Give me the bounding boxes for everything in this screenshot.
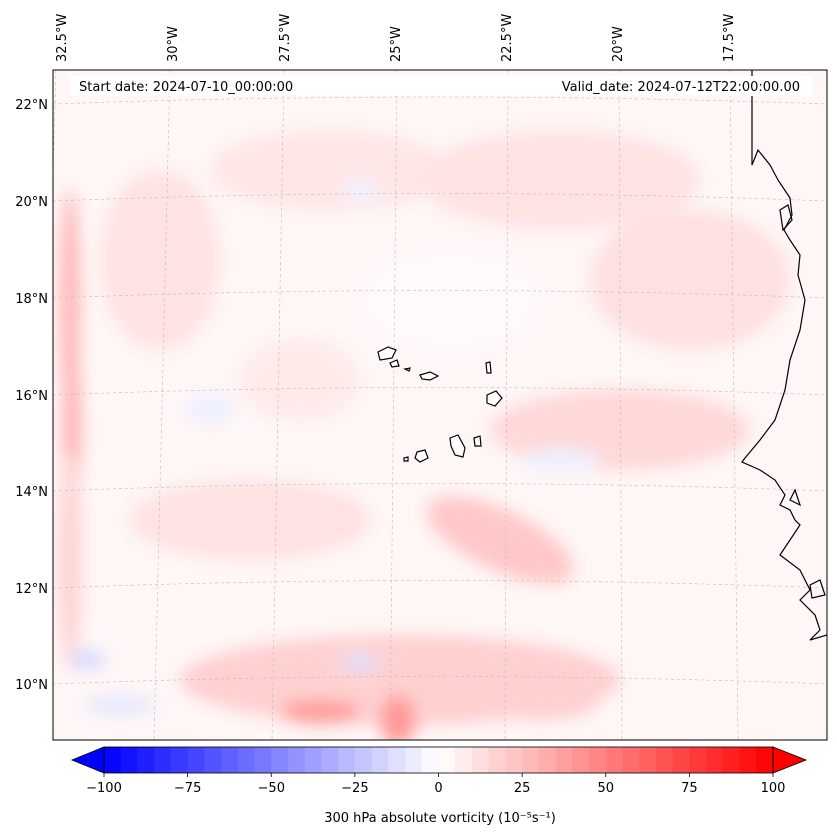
colorbar-segment bbox=[622, 747, 640, 773]
info-bar: Start date: 2024-07-10_00:00:00 Valid_da… bbox=[70, 76, 812, 96]
colorbar-segment bbox=[321, 747, 339, 773]
colorbar-segment bbox=[756, 747, 774, 773]
colorbar-tick-label: 100 bbox=[761, 781, 786, 796]
colorbar-segment bbox=[170, 747, 189, 773]
lon-label: 22.5°W bbox=[500, 14, 515, 62]
lat-label: 14°N bbox=[15, 485, 48, 500]
colorbar-segment bbox=[455, 747, 473, 773]
lon-label: 20°W bbox=[611, 26, 626, 62]
cape-verde-islands bbox=[377, 346, 503, 463]
colorbar-tick-label: 50 bbox=[597, 781, 614, 796]
boa-vista-island bbox=[486, 390, 503, 407]
fogo-island bbox=[414, 449, 429, 463]
colorbar-tick-label: 0 bbox=[434, 781, 442, 796]
lon-label: 32.5°W bbox=[55, 14, 70, 62]
colorbar-segment bbox=[505, 747, 523, 773]
colorbar-segment bbox=[237, 747, 256, 773]
colorbar-segment bbox=[739, 747, 757, 773]
map-area bbox=[53, 70, 827, 740]
colorbar-segment bbox=[722, 747, 741, 773]
lon-label: 25°W bbox=[389, 26, 404, 62]
latitude-labels: 22°N 20°N 18°N 16°N 14°N 12°N 10°N bbox=[15, 98, 48, 693]
start-date-text: Start date: 2024-07-10_00:00:00 bbox=[79, 80, 293, 95]
sal-island bbox=[485, 361, 492, 374]
lon-label: 17.5°W bbox=[722, 14, 737, 62]
colorbar-segment bbox=[438, 747, 456, 773]
colorbar-max-arrow bbox=[772, 746, 808, 774]
longitude-labels: 32.5°W 30°W 27.5°W 25°W 22.5°W 20°W 17.5… bbox=[55, 14, 737, 62]
santo-antao-island bbox=[377, 346, 397, 361]
colorbar-segment bbox=[672, 747, 690, 773]
colorbar-segment bbox=[187, 747, 205, 773]
colorbar-segment bbox=[605, 747, 623, 773]
colorbar-label: 300 hPa absolute vorticity (10⁻⁵s⁻¹) bbox=[324, 811, 556, 826]
colorbar-segment bbox=[221, 747, 239, 773]
colorbar-ticks: −100 −75 −50 −25 0 25 50 75 100 bbox=[86, 773, 785, 796]
valid-date-text: Valid_date: 2024-07-12T22:00:00.00 bbox=[562, 80, 800, 95]
colorbar-tick-label: −25 bbox=[341, 781, 368, 796]
colorbar-segment bbox=[154, 747, 172, 773]
colorbar-segment bbox=[572, 747, 590, 773]
lat-label: 16°N bbox=[15, 389, 48, 404]
colorbar-segment bbox=[287, 747, 306, 773]
colorbar-segment bbox=[706, 747, 724, 773]
colorbar-tick-label: 75 bbox=[681, 781, 698, 796]
colorbar-tick-label: −100 bbox=[86, 781, 122, 796]
lat-label: 12°N bbox=[15, 582, 48, 597]
lat-label: 10°N bbox=[15, 678, 48, 693]
colorbar-segment bbox=[338, 747, 356, 773]
santiago-island bbox=[449, 434, 466, 458]
colorbar-segment bbox=[421, 747, 439, 773]
colorbar-tick-label: −50 bbox=[258, 781, 285, 796]
colorbar-segment bbox=[471, 747, 490, 773]
lon-label: 27.5°W bbox=[278, 14, 293, 62]
colorbar-segment bbox=[271, 747, 289, 773]
map-frame bbox=[52, 69, 828, 741]
colorbar-segments bbox=[104, 747, 774, 773]
coastlines bbox=[741, 70, 827, 641]
colorbar-segment bbox=[538, 747, 557, 773]
brava-island bbox=[403, 456, 409, 462]
colorbar-segment bbox=[354, 747, 373, 773]
colorbar-segment bbox=[120, 747, 138, 773]
sao-vicente-island bbox=[389, 359, 400, 368]
lat-label: 18°N bbox=[15, 292, 48, 307]
maio-island bbox=[473, 435, 482, 447]
gridlines bbox=[53, 70, 827, 740]
colorbar-segment bbox=[689, 747, 707, 773]
africa-coastline bbox=[741, 70, 827, 641]
colorbar-min-arrow bbox=[70, 746, 105, 774]
colorbar-segment bbox=[204, 747, 222, 773]
colorbar-segment bbox=[522, 747, 540, 773]
colorbar-segment bbox=[388, 747, 406, 773]
colorbar-segment bbox=[104, 747, 122, 773]
lon-label: 30°W bbox=[166, 26, 181, 62]
colorbar-tick-label: 25 bbox=[514, 781, 531, 796]
colorbar-tick-label: −75 bbox=[174, 781, 201, 796]
colorbar: −100 −75 −50 −25 0 25 50 75 100 300 hPa absolute… bbox=[70, 746, 808, 826]
lat-label: 20°N bbox=[15, 195, 48, 210]
colorbar-segment bbox=[589, 747, 607, 773]
colorbar-segment bbox=[371, 747, 389, 773]
colorbar-segment bbox=[137, 747, 155, 773]
colorbar-segment bbox=[639, 747, 657, 773]
colorbar-segment bbox=[405, 747, 423, 773]
vorticity-field bbox=[58, 130, 790, 740]
colorbar-segment bbox=[655, 747, 674, 773]
colorbar-segment bbox=[254, 747, 272, 773]
colorbar-segment bbox=[555, 747, 573, 773]
colorbar-segment bbox=[304, 747, 322, 773]
sao-nicolau-island bbox=[419, 371, 440, 381]
colorbar-segment bbox=[488, 747, 506, 773]
lat-label: 22°N bbox=[15, 98, 48, 113]
